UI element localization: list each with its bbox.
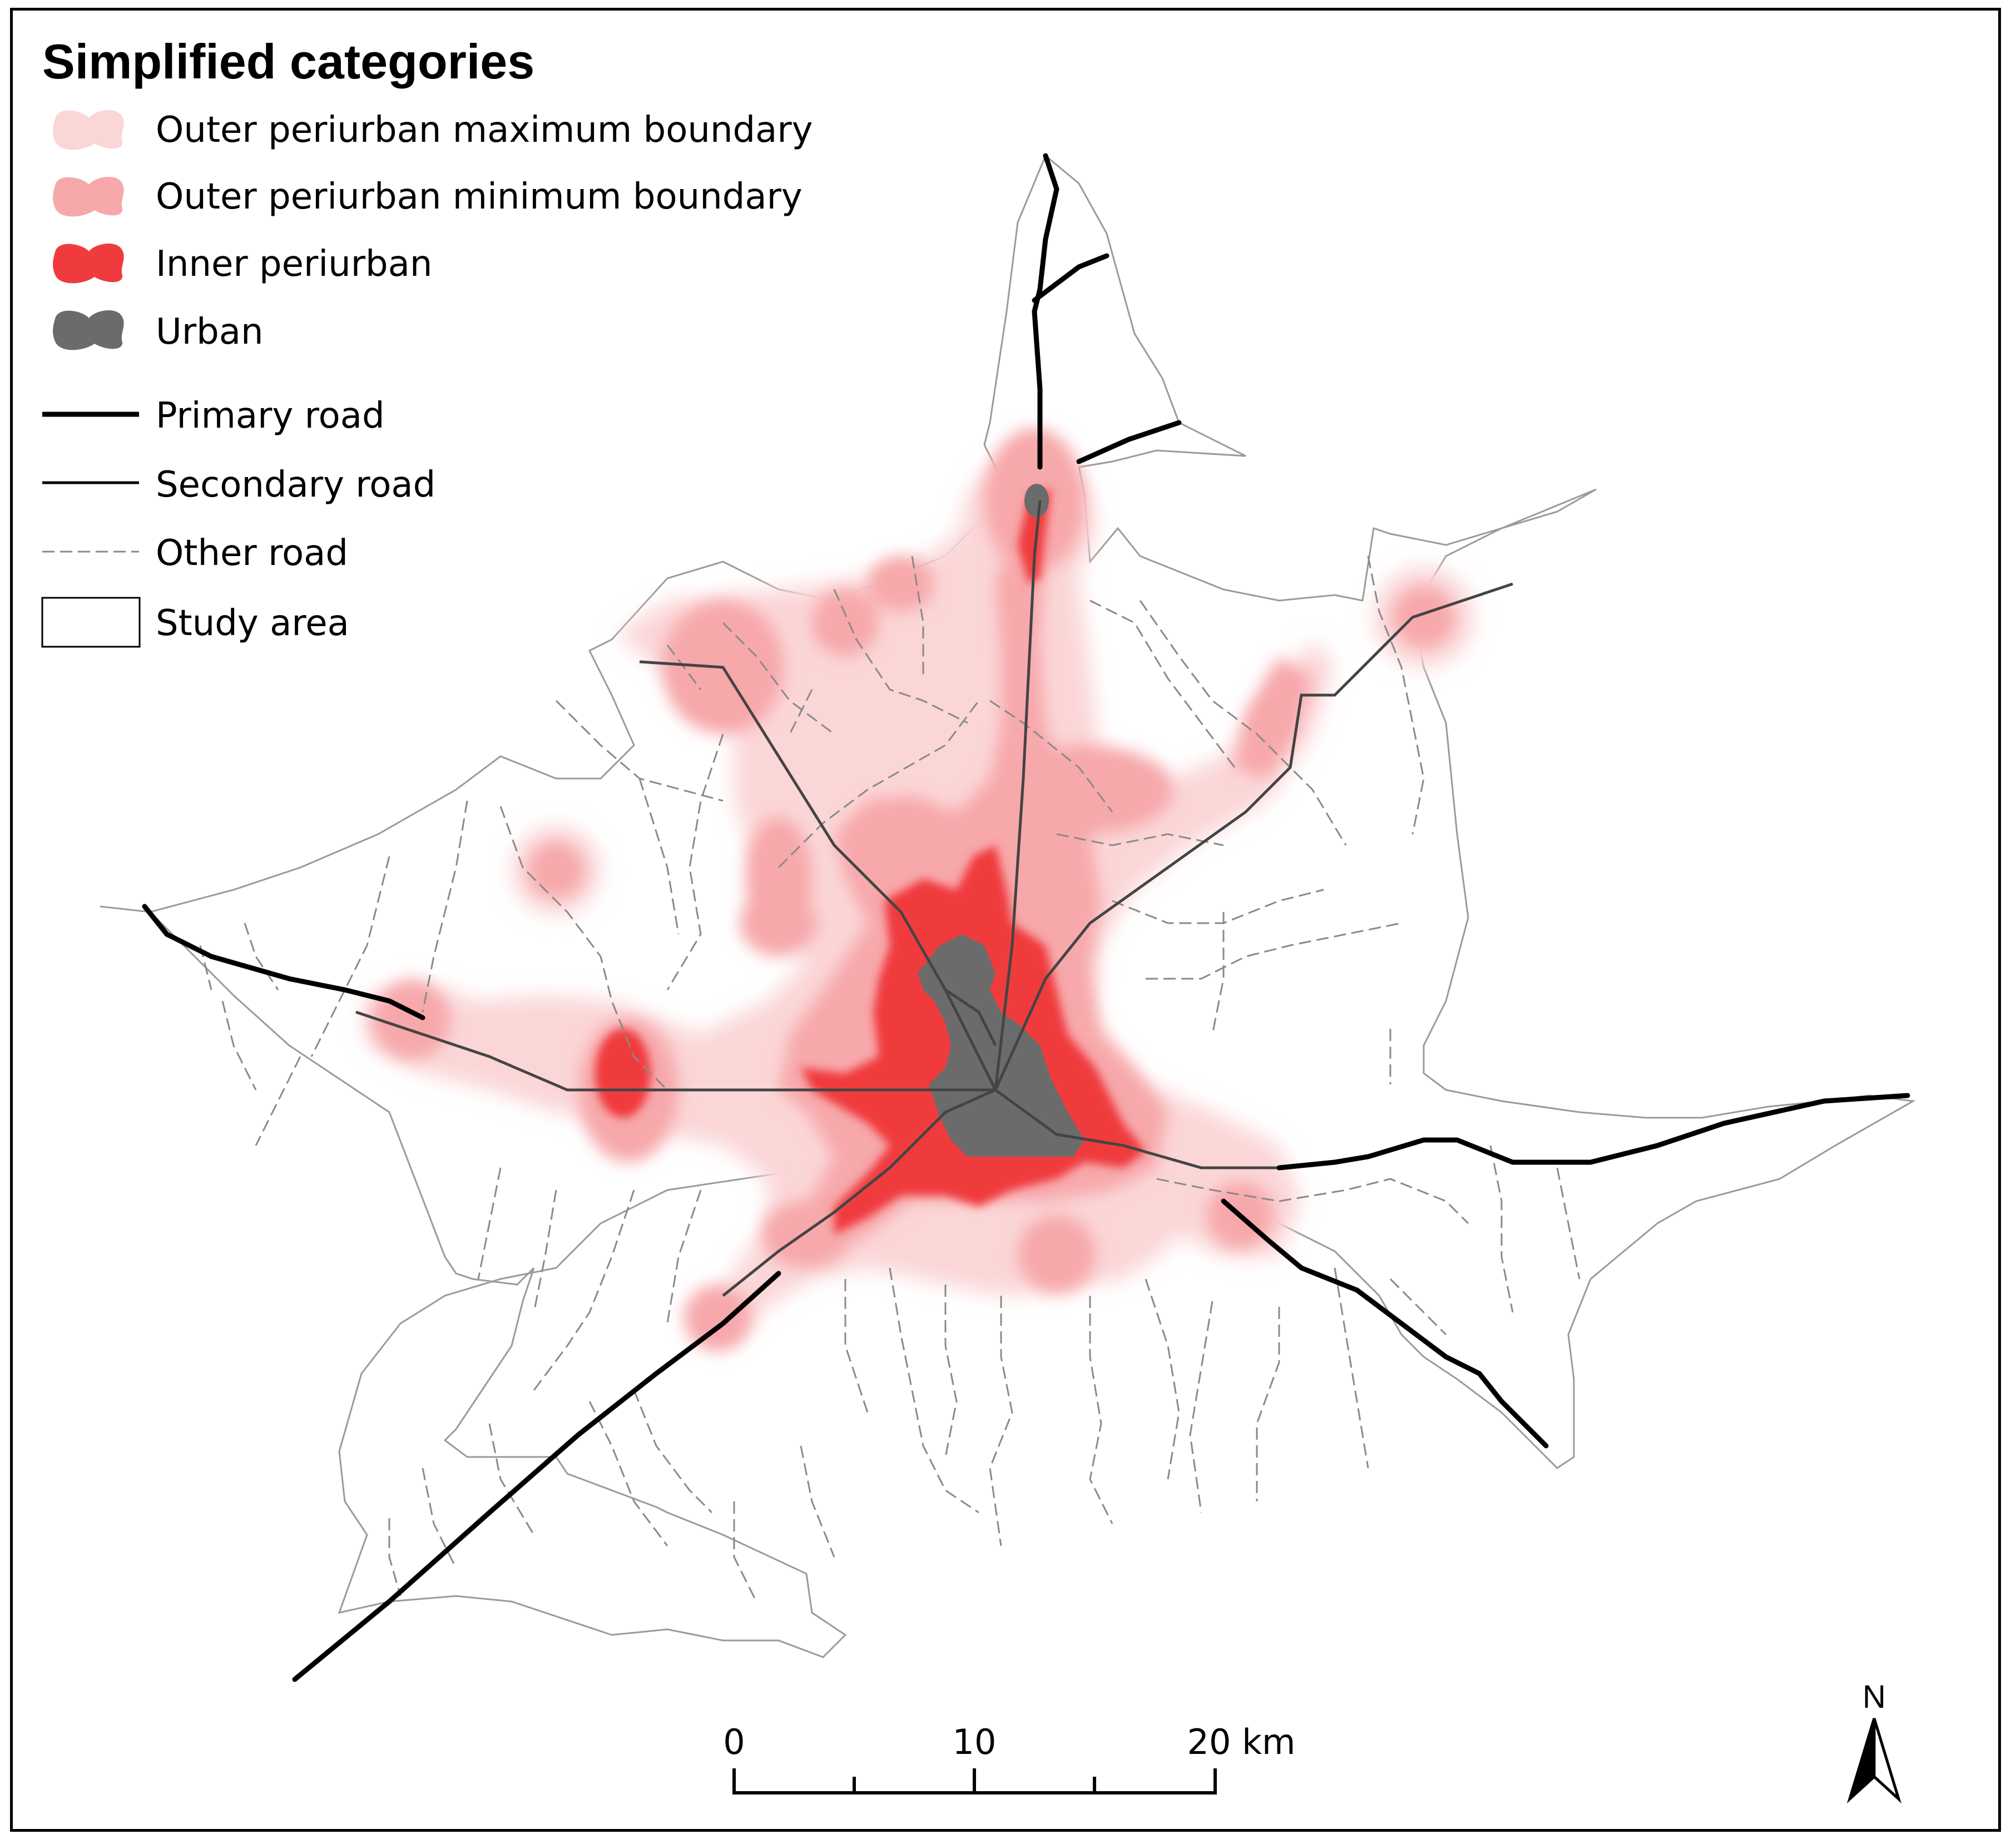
legend-swatch-outer-max: [53, 110, 124, 150]
legend-label-other: Other road: [156, 533, 348, 574]
scale-bar: [732, 1768, 1217, 1795]
legend-label-outer-max: Outer periurban maximum boundary: [156, 110, 813, 151]
legend-symbol-study-area: [41, 597, 141, 648]
legend-label-secondary: Secondary road: [156, 464, 436, 505]
primary-roads: [142, 153, 1910, 1682]
legend-swatch-outer-min: [53, 176, 124, 217]
other-roads: [199, 556, 1581, 1602]
legend-swatch-inner: [53, 243, 124, 284]
north-arrow-icon: [1846, 1718, 1902, 1803]
legend-label-study-area: Study area: [156, 603, 349, 644]
legend-label-outer-min: Outer periurban minimum boundary: [156, 176, 803, 217]
secondary-roads: [355, 500, 1513, 1297]
legend-title: Simplified categories: [42, 34, 535, 89]
legend-swatch-urban: [53, 310, 124, 350]
scale-label-10: 10: [952, 1722, 997, 1762]
legend-label-urban: Urban: [156, 311, 264, 353]
scale-label-0: 0: [723, 1722, 745, 1762]
legend-label-inner: Inner periurban: [156, 244, 433, 285]
north-label: N: [1863, 1679, 1886, 1715]
scale-label-20km: 20 km: [1187, 1722, 1296, 1762]
legend-label-primary: Primary road: [156, 395, 385, 437]
legend-symbols: [41, 110, 141, 648]
